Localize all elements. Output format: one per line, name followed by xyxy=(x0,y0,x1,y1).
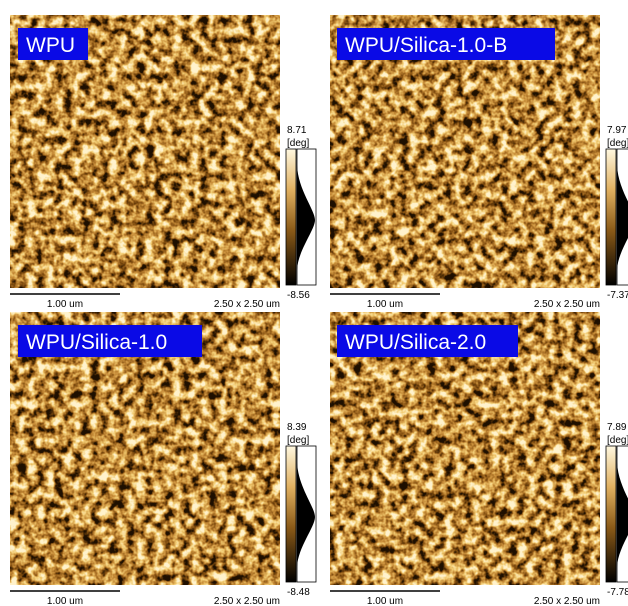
scale-bar-label: 1.00 um xyxy=(367,299,403,310)
scale-bar-label: 1.00 um xyxy=(47,299,83,310)
color-scale xyxy=(606,149,616,285)
max-value: 8.71 xyxy=(287,125,307,136)
unit: [deg] xyxy=(607,435,628,446)
max-value: 8.39 xyxy=(287,422,307,433)
max-value: 7.97 xyxy=(607,125,627,136)
color-scale xyxy=(606,446,616,582)
panel-label: WPU/Silica-1.0-B xyxy=(345,34,507,57)
afm-panel: WPU/Silica-1.0 8.39 [deg] -8.48 1.00 um 2.50 … xyxy=(10,312,316,606)
afm-panel: WPU 8.71 [deg] -8.56 1.00 um 2.50 x 2.50 um xyxy=(10,15,316,310)
min-value: -8.48 xyxy=(287,587,310,598)
unit: [deg] xyxy=(287,435,309,446)
max-value: 7.89 xyxy=(607,422,627,433)
scale-bar-label: 1.00 um xyxy=(367,596,403,606)
page: WPU8.71[deg]-8.561.00 um2.50 x 2.50 umWP… xyxy=(0,0,628,606)
panel-label: WPU xyxy=(26,34,75,57)
scan-size: 2.50 x 2.50 um xyxy=(534,596,600,606)
min-value: -7.78 xyxy=(607,587,628,598)
min-value: -7.37 xyxy=(607,290,628,301)
afm-panel: WPU/Silica-2.0 7.89 [deg] -7.78 1.00 um 2.50 … xyxy=(330,312,628,606)
color-scale xyxy=(286,446,296,582)
panel-label: WPU/Silica-1.0 xyxy=(26,331,167,354)
unit: [deg] xyxy=(607,138,628,149)
figure: WPU8.71[deg]-8.561.00 um2.50 x 2.50 umWP… xyxy=(0,0,628,606)
min-value: -8.56 xyxy=(287,290,310,301)
scan-size: 2.50 x 2.50 um xyxy=(214,299,280,310)
scan-size: 2.50 x 2.50 um xyxy=(534,299,600,310)
color-scale xyxy=(286,149,296,285)
afm-panel: WPU/Silica-1.0-B 7.97 [deg] -7.37 1.00 um 2.5… xyxy=(330,15,628,310)
scan-size: 2.50 x 2.50 um xyxy=(214,596,280,606)
panel-label: WPU/Silica-2.0 xyxy=(345,331,486,354)
unit: [deg] xyxy=(287,138,309,149)
scale-bar-label: 1.00 um xyxy=(47,596,83,606)
